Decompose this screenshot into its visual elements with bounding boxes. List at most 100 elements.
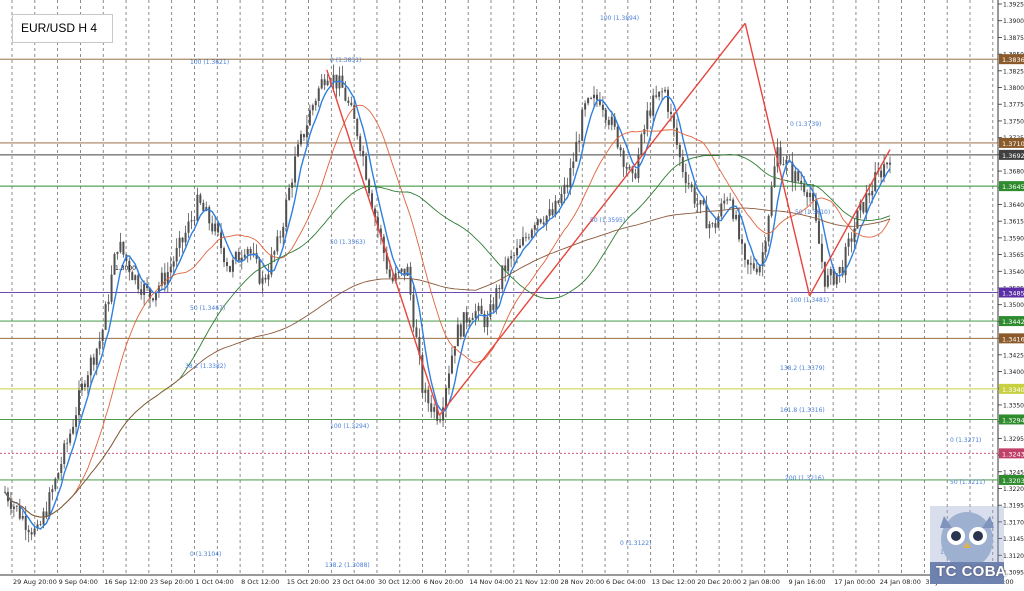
swing-arrow xyxy=(744,23,811,296)
price-tick-label: 1.3750 xyxy=(1003,118,1024,125)
time-tick-label: 2 Jan 08:00 xyxy=(743,578,780,586)
candle-body xyxy=(388,269,391,278)
candle-body xyxy=(288,187,291,200)
candle-body xyxy=(442,407,445,421)
candle-body xyxy=(172,261,175,267)
candle-body xyxy=(548,209,551,216)
candle-body xyxy=(98,341,101,349)
candle-body xyxy=(655,95,658,97)
swing-arrow xyxy=(438,22,746,416)
candle-body xyxy=(264,277,267,280)
candle-body xyxy=(486,317,489,328)
price-tick-label: 1.3500 xyxy=(1003,302,1024,309)
price-tick-label: 1.3615 xyxy=(1003,219,1024,226)
candle-body xyxy=(450,355,453,374)
logo-label: TC СОВА xyxy=(936,563,1007,580)
candle-body xyxy=(140,289,143,295)
candle-body xyxy=(711,223,714,225)
candle-body xyxy=(317,88,320,101)
time-tick-label: 23 Sep 20:00 xyxy=(150,578,193,586)
candle-body xyxy=(338,75,341,89)
candle-body xyxy=(883,164,886,178)
candle-body xyxy=(371,193,374,209)
time-tick-label: 9 Jan 16:00 xyxy=(789,578,826,586)
candle-body xyxy=(693,187,696,204)
candle-body xyxy=(459,324,462,337)
candle-body xyxy=(101,329,104,342)
candle-body xyxy=(42,511,45,525)
price-marker-label: 1.3692 xyxy=(1002,152,1024,160)
price-marker-label: 1.3442 xyxy=(1002,318,1024,326)
candle-body xyxy=(143,283,146,295)
time-tick-label: 6 Dec 04:00 xyxy=(606,578,646,586)
candle-body xyxy=(593,94,596,99)
candle-body xyxy=(60,464,63,474)
candle-body xyxy=(128,260,131,273)
fib-annotation: 0 (1.3104) xyxy=(190,551,221,558)
candle-body xyxy=(533,225,536,230)
candle-body xyxy=(507,258,510,272)
candle-body xyxy=(255,252,258,260)
candle-body xyxy=(524,237,527,239)
candle-body xyxy=(738,214,741,240)
candle-body xyxy=(501,265,504,290)
candle-body xyxy=(228,266,231,272)
candle-body xyxy=(613,116,616,127)
candle-body xyxy=(850,238,853,242)
candle-body xyxy=(63,443,66,465)
candle-body xyxy=(9,501,12,509)
candle-body xyxy=(723,200,726,204)
candle-body xyxy=(72,426,75,434)
price-tick-label: 1.3775 xyxy=(1003,102,1024,109)
candle-body xyxy=(347,100,350,103)
price-marker-box xyxy=(999,474,1024,485)
candle-body xyxy=(134,275,137,281)
candle-body xyxy=(95,348,98,365)
candle-body xyxy=(542,222,545,225)
candle-body xyxy=(643,129,646,135)
candle-body xyxy=(217,223,220,233)
candle-body xyxy=(581,109,584,141)
candle-body xyxy=(527,237,530,239)
candle-body xyxy=(812,193,815,202)
swing-arrow xyxy=(326,69,441,416)
candle-body xyxy=(131,272,134,281)
candle-body xyxy=(569,167,572,188)
candle-body xyxy=(33,528,36,535)
fib-annotation: 50 (1.3563) xyxy=(330,239,365,246)
time-tick-label: 8 Oct 12:00 xyxy=(241,578,279,586)
price-marker-label: 1.3294 xyxy=(1002,416,1024,424)
fib-annotation: 138.2 (1.3088) xyxy=(325,562,370,569)
chart-title: EUR/USD H 4 xyxy=(12,14,113,43)
candle-body xyxy=(391,277,394,282)
candle-body xyxy=(758,266,761,273)
candle-body xyxy=(308,110,311,126)
candle-body xyxy=(652,95,655,116)
fib-annotation: 100 (1.3894) xyxy=(600,15,639,22)
candle-body xyxy=(752,263,755,269)
candle-body xyxy=(649,110,652,116)
candle-body xyxy=(702,200,705,205)
fib-annotation: 0 (1.3739) xyxy=(790,121,821,128)
candle-body xyxy=(610,116,613,125)
candle-body xyxy=(320,79,323,89)
candle-body xyxy=(767,215,770,242)
candle-body xyxy=(110,274,113,302)
candle-body xyxy=(18,505,21,519)
candle-body xyxy=(261,277,264,284)
candle-body xyxy=(270,254,273,275)
candle-body xyxy=(504,265,507,272)
candle-body xyxy=(480,305,483,314)
candle-body xyxy=(77,390,80,416)
candle-body xyxy=(519,245,522,248)
candle-body xyxy=(409,266,412,295)
fib-annotation: 100 (1.3294) xyxy=(330,423,369,430)
candle-body xyxy=(634,173,637,179)
candle-body xyxy=(735,214,738,219)
price-tick-label: 1.3565 xyxy=(1003,252,1024,259)
candle-body xyxy=(823,261,826,287)
time-tick-label: 1 Oct 04:00 xyxy=(195,578,233,586)
candle-body xyxy=(803,184,806,193)
